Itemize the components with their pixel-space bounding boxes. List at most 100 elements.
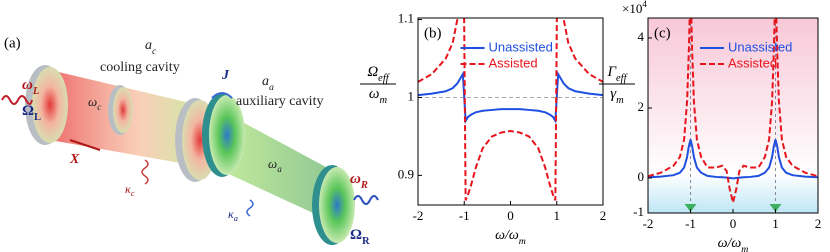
diagram-label: ωL (22, 77, 39, 96)
diagram-label: X (69, 152, 80, 167)
axis-multiplier-sup: 4 (642, 0, 647, 9)
x-axis-label-sub: m (741, 244, 748, 252)
diagram-label: ωa (268, 156, 282, 174)
diagram-label-main: κ (125, 182, 131, 196)
y-axis-label-main: Γ (606, 64, 617, 80)
diagram-label-sub: L (32, 86, 39, 97)
line-series (418, 70, 603, 125)
diagram-label-sub: L (34, 112, 41, 123)
decay-wave (141, 159, 149, 185)
plot-background (648, 18, 818, 213)
x-axis-label-sub: m (519, 236, 526, 247)
diagram-label-sub: a (277, 164, 282, 174)
x-tick-label: -1 (459, 208, 470, 223)
diagram-label: J (221, 68, 230, 83)
diagram-label-main: J (221, 68, 230, 83)
x-tick-label: -1 (685, 216, 696, 231)
diagram-label-sub: R (360, 180, 368, 191)
marker (684, 204, 697, 212)
mirror (202, 93, 245, 177)
x-axis-label: ω/ωm (718, 236, 749, 252)
diagram-label-main: ω (88, 94, 97, 109)
diagram-label-sub: a (269, 82, 274, 93)
diagram-label-sub: c (97, 102, 101, 112)
diagram-label-main: κ (228, 207, 234, 221)
axis-multiplier-main: ×10 (622, 1, 642, 16)
diagram-label: ΩR (350, 227, 370, 246)
diagram-label: κc (125, 182, 135, 199)
line-series (648, 18, 818, 203)
line-series (648, 139, 818, 180)
x-tick-label: 2 (815, 216, 822, 231)
y-tick-label: 2 (638, 99, 645, 114)
line-series (418, 18, 603, 201)
marker (769, 204, 782, 212)
legend-label: Unassisted (489, 39, 553, 54)
y-axis-label-sub: eff (616, 73, 629, 84)
x-tick-label: -2 (413, 208, 424, 223)
diagram-label: aa (262, 74, 274, 93)
y-axis-label-sub: m (616, 95, 624, 106)
x-tick-label: 2 (600, 208, 607, 223)
axis-multiplier: ×104 (622, 0, 647, 16)
illustration (1, 65, 379, 245)
y-axis-label-sub: eff (378, 73, 391, 84)
diagram-label-main: X (69, 152, 80, 167)
y-axis-label: Ωeff (367, 64, 390, 83)
mirror (108, 85, 133, 135)
y-axis-label: Γeff (606, 64, 628, 83)
diagram-label-main: a (262, 74, 269, 89)
y-tick-label: 1 (408, 88, 415, 103)
y-tick-label: 0.9 (398, 166, 414, 181)
decay-wave (246, 199, 254, 217)
diagram-label: ac (145, 38, 157, 57)
y-axis-label-main: ω (369, 86, 380, 102)
diagram-label-sub: R (362, 236, 370, 247)
diagram-label: κa (228, 207, 238, 224)
x-tick-label: 0 (730, 216, 737, 231)
diagram-label: auxiliary cavity (236, 94, 323, 109)
pump-wave (353, 195, 379, 205)
y-tick-label: 1.1 (398, 11, 414, 26)
diagram-label-main: ω (350, 171, 361, 187)
panel-label: (c) (654, 25, 671, 41)
mirror (312, 165, 355, 245)
y-axis-label: ωm (369, 86, 388, 105)
arrow (69, 139, 101, 151)
y-axis-label: γm (610, 86, 624, 105)
pump-wave (1, 95, 33, 105)
diagram-label-main: a (145, 38, 152, 53)
diagram-label-main: Ω (22, 103, 34, 119)
y-tick-label: 4 (638, 29, 645, 44)
coupling-arrow (211, 92, 233, 99)
diagram-label: ΩL (22, 103, 41, 122)
x-axis-label-main: ω/ω (718, 236, 742, 251)
diagram-label-sub: c (152, 46, 157, 57)
y-axis-label-sub: m (380, 95, 388, 106)
mirror (25, 65, 68, 145)
x-tick-label: 1 (772, 216, 779, 231)
y-tick-label: -1 (633, 204, 644, 219)
diagram-label-main: ω (268, 156, 277, 171)
legend-label: Assisted (728, 55, 777, 70)
y-axis-label-main: Ω (367, 64, 378, 80)
legend-label: Assisted (489, 55, 538, 70)
diagram-label-sub: c (131, 189, 135, 198)
diagram-label: cooling cavity (100, 60, 180, 75)
diagram-label-sub: a (234, 214, 238, 223)
diagram-label: ωR (350, 171, 368, 190)
legend-label: Unassisted (728, 39, 792, 54)
panel-label: (b) (424, 25, 442, 41)
y-axis-label-main: γ (610, 86, 617, 102)
diagram-label: ωc (88, 94, 101, 112)
diagram-label-main: Ω (350, 227, 362, 243)
x-tick-label: -2 (643, 216, 654, 231)
x-tick-label: 1 (554, 208, 561, 223)
panel-label: (a) (4, 35, 21, 51)
x-axis-label: ω/ωm (495, 228, 526, 247)
x-axis-label-main: ω/ω (495, 228, 519, 243)
x-tick-label: 0 (507, 208, 514, 223)
y-tick-label: 0 (638, 169, 645, 184)
diagram-label-main: ω (22, 77, 33, 93)
